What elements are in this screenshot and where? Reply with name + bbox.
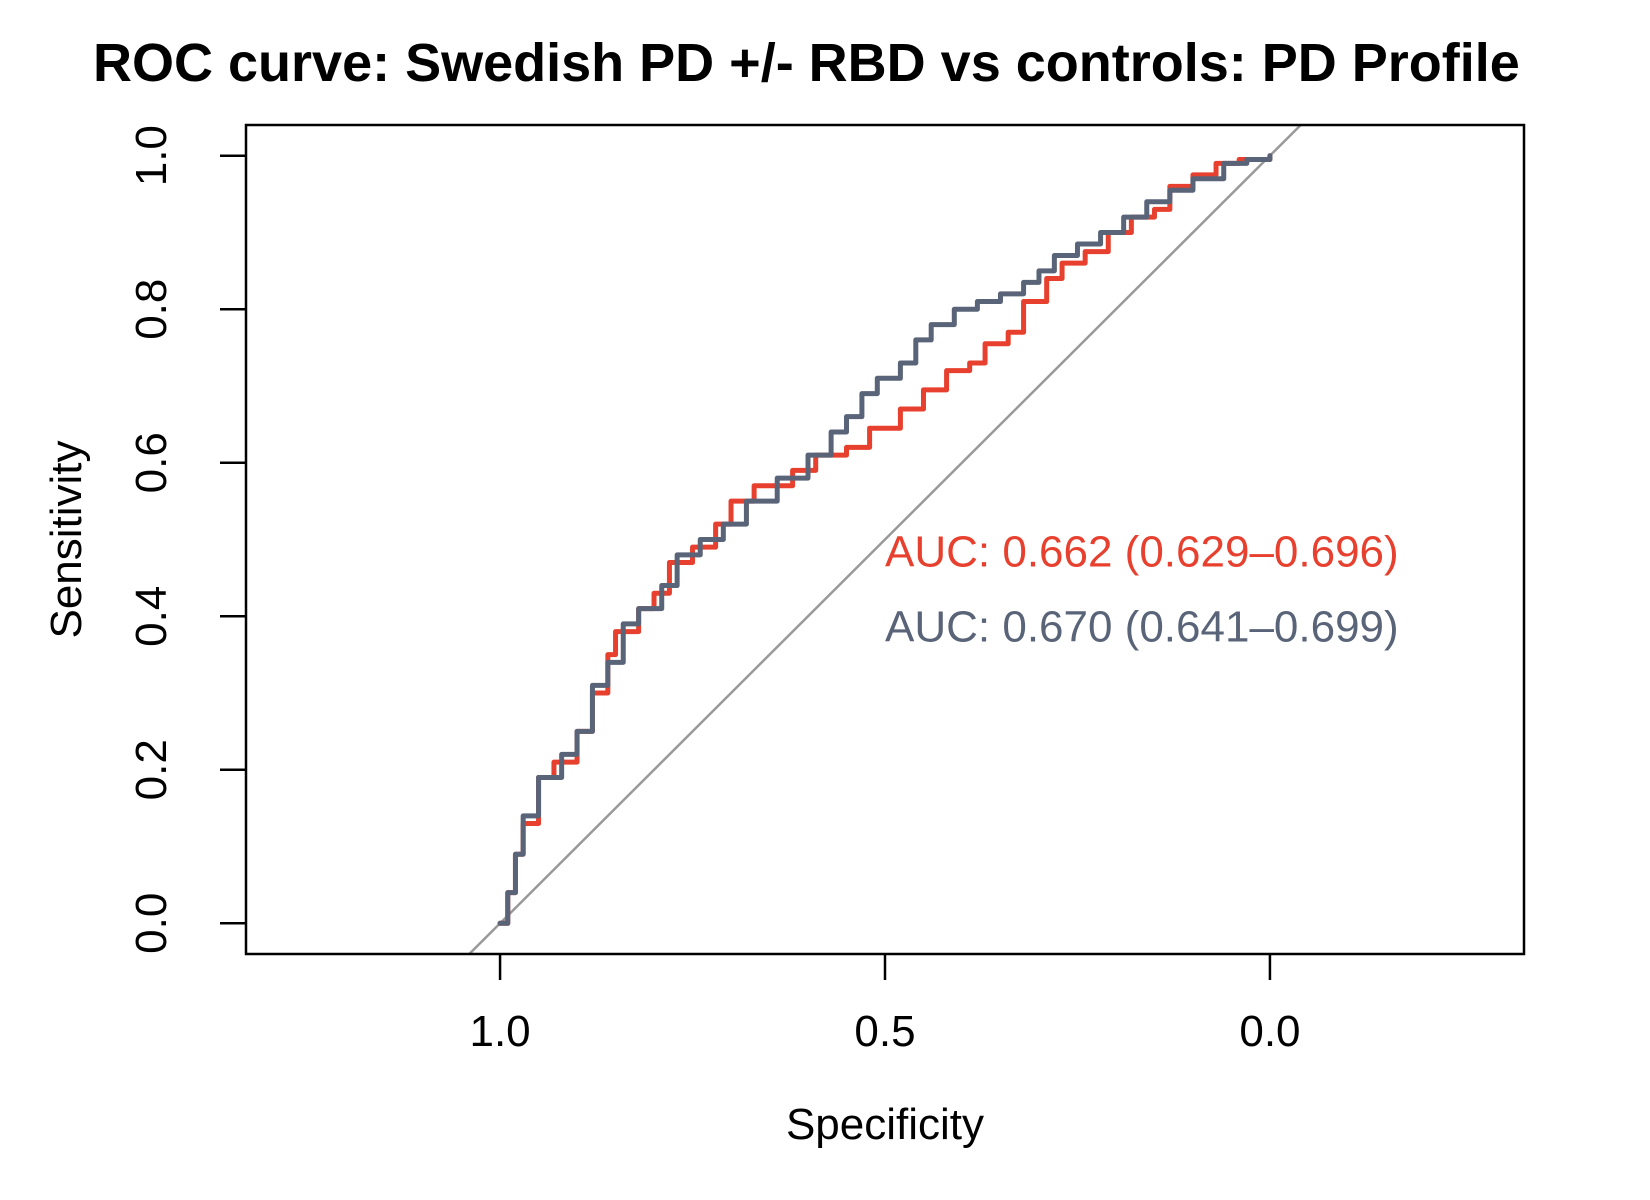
y-tick-label: 0.6 [127,432,176,493]
auc-annotation-1: AUC: 0.662 (0.629–0.696) [885,527,1399,576]
y-tick-label: 0.2 [127,739,176,800]
x-axis-label: Specificity [786,1100,984,1149]
y-tick-label: 0.8 [127,279,176,340]
roc-series [497,153,1273,926]
plot-frame [244,123,1526,956]
auc-annotation-2: AUC: 0.670 (0.641–0.699) [885,602,1399,651]
axis-ticks: 1.0 0.5 0.0 0.0 0.2 0.4 0.6 0.8 1.0 [127,125,1301,1056]
y-tick-label: 0.4 [127,586,176,647]
roc-series-line-2 [497,153,1273,926]
x-tick-label: 0.0 [1239,1007,1300,1056]
y-tick-label: 0.0 [127,893,176,954]
y-tick-label: 1.0 [127,125,176,186]
x-tick-label: 0.5 [854,1007,915,1056]
y-axis-label: Sensitivity [42,440,91,638]
auc-annotations: AUC: 0.662 (0.629–0.696) AUC: 0.670 (0.64… [885,527,1399,651]
x-tick-label: 1.0 [469,1007,530,1056]
chart-title: ROC curve: Swedish PD +/- RBD vs control… [93,33,1520,93]
reference-diagonal-line [468,124,1302,955]
